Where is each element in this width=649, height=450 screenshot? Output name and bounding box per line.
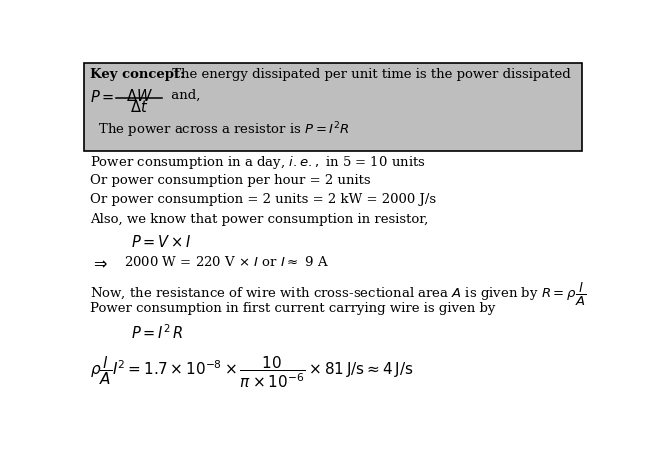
Text: The power across a resistor is $P = I^2R$: The power across a resistor is $P = I^2R… <box>90 120 350 140</box>
Text: Power consumption in first current carrying wire is given by: Power consumption in first current carry… <box>90 302 496 315</box>
Text: and,: and, <box>167 89 200 102</box>
Text: 2000 W = 220 V $\times$ $I$ or $I \approx$ 9 A: 2000 W = 220 V $\times$ $I$ or $I \appro… <box>124 256 329 270</box>
Text: Now, the resistance of wire with cross-sectional area $A$ is given by $R = \rho\: Now, the resistance of wire with cross-s… <box>90 281 586 308</box>
Text: $P =$: $P =$ <box>90 89 114 105</box>
Text: Also, we know that power consumption in resistor,: Also, we know that power consumption in … <box>90 213 428 226</box>
Text: $\Rightarrow$: $\Rightarrow$ <box>90 256 108 272</box>
Text: $\Delta t$: $\Delta t$ <box>130 99 148 115</box>
Text: $\Delta W$: $\Delta W$ <box>125 88 153 104</box>
FancyBboxPatch shape <box>84 63 582 151</box>
Text: $P = I^2\,R$: $P = I^2\,R$ <box>132 323 184 342</box>
Text: Or power consumption = 2 units = 2 kW = 2000 J/s: Or power consumption = 2 units = 2 kW = … <box>90 194 436 206</box>
Text: Key concept:: Key concept: <box>90 68 185 81</box>
Text: The energy dissipated per unit time is the power dissipated: The energy dissipated per unit time is t… <box>167 68 570 81</box>
Text: Power consumption in a day, $\mathit{i.e.,}$ in 5 = 10 units: Power consumption in a day, $\mathit{i.e… <box>90 154 426 171</box>
Text: Or power consumption per hour = 2 units: Or power consumption per hour = 2 units <box>90 174 371 187</box>
Text: $P = V \times I$: $P = V \times I$ <box>132 234 192 250</box>
Text: $\rho\dfrac{l}{A}I^2 = 1.7\times10^{-8}\times\dfrac{10}{\pi\times10^{-6}}\times : $\rho\dfrac{l}{A}I^2 = 1.7\times10^{-8}\… <box>90 354 413 390</box>
